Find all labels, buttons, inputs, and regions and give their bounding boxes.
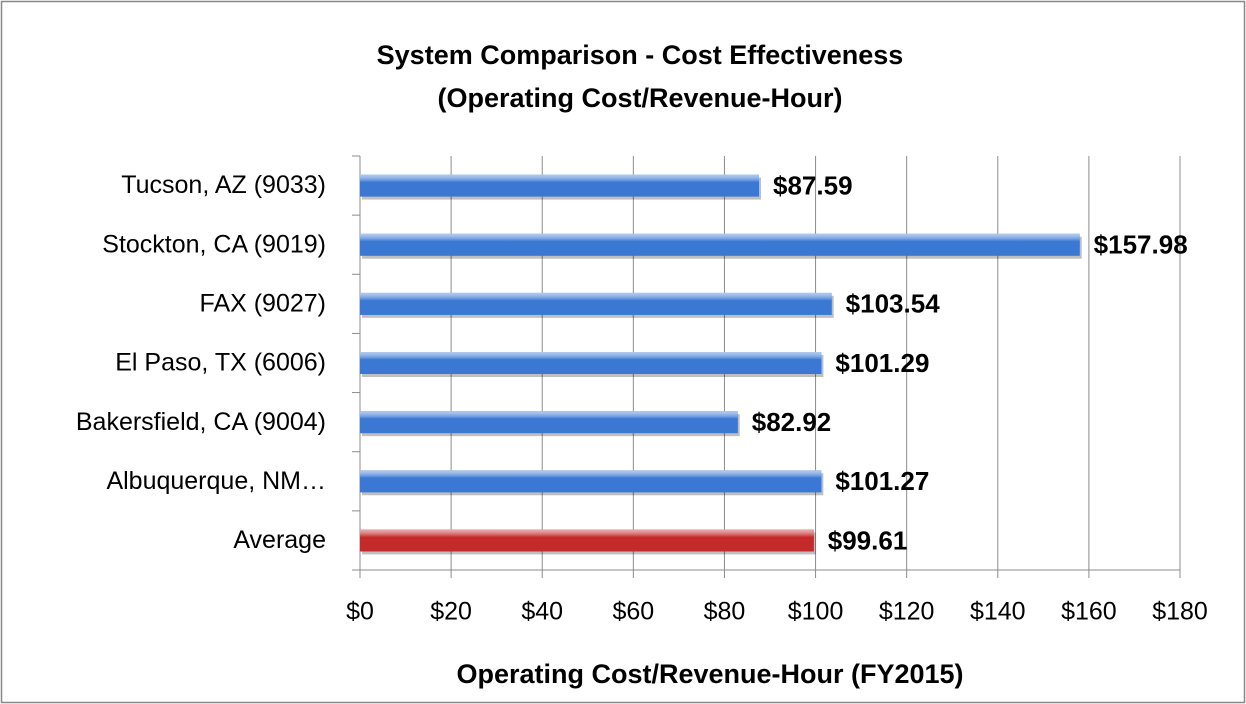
x-tick-label: $180 — [1152, 598, 1208, 626]
y-tick-label: Albuquerque, NM… — [106, 467, 326, 495]
x-tick-label: $160 — [1061, 598, 1117, 626]
data-label: $101.29 — [835, 348, 929, 378]
data-label: $103.54 — [846, 289, 941, 319]
x-tick-label: $0 — [346, 598, 374, 626]
bar-sheen — [360, 292, 832, 315]
y-tick-label: Average — [233, 526, 326, 554]
bar-sheen — [360, 174, 760, 197]
x-tick-label: $120 — [879, 598, 935, 626]
bar-sheen — [360, 529, 814, 552]
bar-sheen — [360, 411, 738, 434]
bar-sheen — [360, 233, 1080, 256]
x-tick-label: $40 — [521, 598, 563, 626]
y-tick-label: Bakersfield, CA (9004) — [76, 408, 326, 436]
y-tick-label: El Paso, TX (6006) — [115, 349, 326, 377]
x-tick-label: $100 — [788, 598, 844, 626]
x-tick-label: $80 — [704, 598, 746, 626]
data-label: $101.27 — [835, 466, 929, 496]
bar-sheen — [360, 470, 822, 493]
data-label: $87.59 — [773, 170, 853, 200]
x-axis-title: Operating Cost/Revenue-Hour (FY2015) — [456, 659, 963, 689]
y-tick-label: Stockton, CA (9019) — [102, 230, 326, 258]
data-label: $157.98 — [1094, 230, 1188, 260]
chart-subtitle: (Operating Cost/Revenue-Hour) — [437, 83, 842, 113]
x-tick-label: $140 — [970, 598, 1026, 626]
data-label: $99.61 — [828, 525, 908, 555]
bar-sheen — [360, 352, 822, 374]
y-tick-label: FAX (9027) — [200, 289, 326, 317]
chart-title: System Comparison - Cost Effectiveness — [377, 40, 904, 70]
y-tick-label: Tucson, AZ (9033) — [121, 171, 326, 199]
data-label: $82.92 — [752, 407, 832, 437]
x-tick-label: $60 — [612, 598, 654, 626]
x-tick-label: $20 — [430, 598, 472, 626]
